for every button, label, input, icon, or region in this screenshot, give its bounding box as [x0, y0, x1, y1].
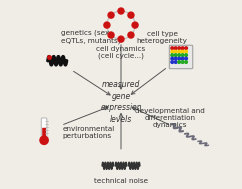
Circle shape — [118, 36, 124, 42]
Circle shape — [185, 57, 187, 60]
Circle shape — [132, 22, 138, 28]
Circle shape — [108, 12, 114, 18]
Circle shape — [108, 32, 114, 38]
Circle shape — [171, 50, 174, 53]
Circle shape — [174, 57, 177, 60]
Circle shape — [128, 32, 134, 38]
Circle shape — [178, 61, 181, 63]
Circle shape — [174, 61, 177, 63]
Text: environmental
perturbations: environmental perturbations — [63, 125, 115, 139]
Circle shape — [171, 57, 174, 60]
Circle shape — [171, 54, 174, 57]
Circle shape — [178, 54, 181, 57]
Circle shape — [178, 57, 181, 60]
Circle shape — [174, 47, 177, 50]
Circle shape — [185, 50, 187, 53]
Text: developmental and
differentiation
dynamics: developmental and differentiation dynami… — [135, 108, 205, 128]
Circle shape — [174, 54, 177, 57]
Circle shape — [181, 50, 184, 53]
Circle shape — [181, 47, 184, 50]
FancyBboxPatch shape — [42, 128, 46, 141]
Text: cell dynamics
(cell cycle...): cell dynamics (cell cycle...) — [96, 46, 146, 59]
Circle shape — [185, 61, 187, 63]
Circle shape — [178, 50, 181, 53]
Circle shape — [185, 54, 187, 57]
Circle shape — [104, 22, 110, 28]
Circle shape — [181, 61, 184, 63]
Circle shape — [174, 50, 177, 53]
Circle shape — [178, 47, 181, 50]
Circle shape — [181, 54, 184, 57]
Text: measured
gene
expression
levels: measured gene expression levels — [100, 80, 142, 124]
Circle shape — [171, 47, 174, 50]
Text: cell type
heterogeneity: cell type heterogeneity — [137, 31, 188, 44]
Circle shape — [185, 47, 187, 50]
Text: technical noise: technical noise — [94, 178, 148, 184]
Circle shape — [118, 8, 124, 14]
Circle shape — [40, 136, 48, 144]
Text: genetics (sex,
eQTLs, mutants): genetics (sex, eQTLs, mutants) — [61, 30, 121, 44]
Circle shape — [171, 61, 174, 63]
Circle shape — [181, 57, 184, 60]
Circle shape — [128, 12, 134, 18]
FancyBboxPatch shape — [41, 118, 47, 142]
FancyBboxPatch shape — [169, 45, 193, 69]
